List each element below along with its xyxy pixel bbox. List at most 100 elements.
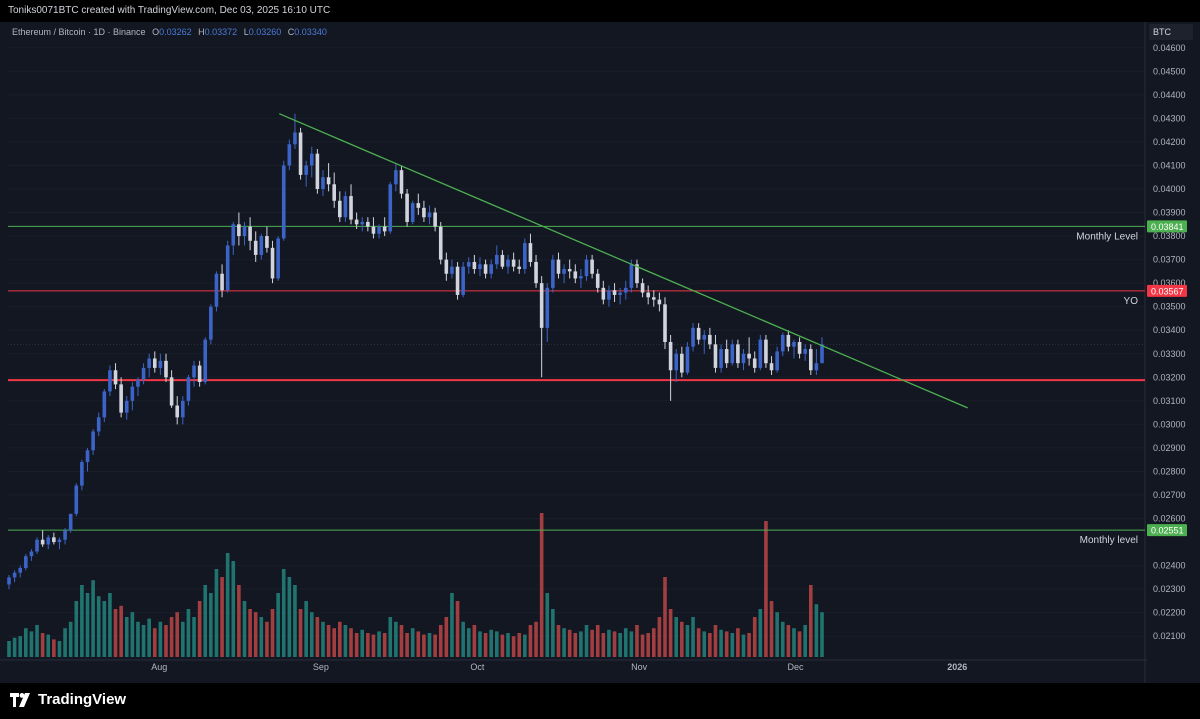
volume-bar: [338, 621, 342, 657]
volume-bar: [214, 569, 219, 657]
candle-body: [164, 360, 168, 378]
candle-body: [96, 417, 101, 432]
candle-body: [466, 261, 471, 267]
volume-bar: [315, 617, 320, 657]
candle-body: [461, 266, 465, 295]
candle-body: [511, 259, 516, 267]
volume-bar: [24, 628, 28, 657]
volume-bar: [573, 633, 578, 657]
volume-bar: [724, 631, 729, 657]
candle-body: [444, 259, 449, 274]
volume-bar: [764, 521, 768, 657]
candle-body: [730, 344, 735, 364]
price-axis: [1147, 22, 1200, 683]
candle-body: [478, 264, 482, 270]
y-tick-label: 0.02400: [1153, 561, 1186, 571]
candle-body: [769, 363, 774, 371]
y-tick-label: 0.04400: [1153, 90, 1186, 100]
trendline: [278, 113, 968, 409]
volume-bar: [298, 609, 303, 657]
volume-bar: [388, 617, 393, 657]
candle-body: [309, 153, 314, 166]
volume-bar: [46, 634, 51, 657]
candle-body: [820, 344, 824, 364]
volume-bar: [455, 601, 460, 657]
candle-body: [702, 334, 707, 340]
volume-bar: [141, 625, 146, 657]
candle-body: [326, 177, 331, 185]
volume-bar: [321, 621, 325, 657]
candle-body: [225, 245, 230, 291]
volume-bar: [119, 605, 123, 657]
candle-body: [680, 353, 684, 373]
candle-body: [713, 344, 718, 368]
tradingview-brand[interactable]: TradingView: [10, 691, 126, 708]
volume-bar: [433, 634, 437, 657]
volume-bar: [708, 633, 712, 657]
candle-body: [601, 287, 606, 300]
volume-bar: [366, 633, 370, 657]
level-price-label: 0.03567: [1151, 286, 1184, 296]
volume-bar: [495, 631, 499, 657]
volume-bar: [466, 628, 471, 657]
candle-body: [85, 450, 90, 463]
volume-bar: [287, 577, 292, 657]
volume-bar: [663, 577, 667, 657]
volume-bar: [680, 621, 684, 657]
volume-bar: [635, 625, 639, 657]
candle-body: [506, 259, 510, 267]
volume-bar: [29, 631, 34, 657]
volume-bar: [68, 621, 73, 657]
volume-bar: [276, 593, 280, 657]
candle-body: [719, 349, 723, 368]
candle-body: [304, 165, 308, 175]
candle-body: [68, 513, 73, 531]
volume-bar: [225, 553, 230, 657]
candle-body: [7, 577, 11, 585]
candle-body: [438, 226, 443, 260]
volume-bar: [231, 561, 236, 657]
x-tick-label: Nov: [631, 662, 648, 672]
candle-body: [35, 539, 39, 552]
volume-bar: [265, 621, 269, 657]
candle-body: [371, 226, 376, 234]
plot-background: [0, 22, 1200, 683]
y-tick-label: 0.02100: [1153, 631, 1186, 641]
y-tick-label: 0.02700: [1153, 490, 1186, 500]
volume-bar: [713, 625, 718, 657]
candle-body: [422, 207, 426, 218]
volume-bar: [96, 596, 101, 657]
volume-bar: [651, 628, 656, 657]
y-tick-label: 0.02600: [1153, 514, 1186, 524]
candle-body: [12, 572, 17, 578]
volume-bar: [775, 612, 779, 657]
candle-body: [747, 353, 751, 359]
y-tick-label: 0.03300: [1153, 349, 1186, 359]
volume-bar: [646, 633, 650, 657]
candle-body: [450, 266, 454, 274]
candle-body: [192, 365, 196, 378]
candle-body: [231, 224, 236, 246]
volume-bar: [556, 625, 561, 657]
volume-bar: [517, 633, 522, 657]
candle-body: [113, 370, 118, 385]
candle-body: [18, 567, 23, 573]
y-tick-label: 0.03700: [1153, 255, 1186, 265]
candle-body: [354, 219, 359, 225]
candle-body: [349, 196, 353, 220]
volume-bar: [152, 628, 157, 657]
volume-bar: [399, 625, 404, 657]
price-chart[interactable]: BTC 0.04600 0.04500 0.04400 0.04300 0.04200 0.…: [0, 0, 1200, 683]
candle-body: [259, 236, 264, 255]
volume-bar: [483, 633, 488, 657]
volume-bar: [528, 625, 533, 657]
candle-body: [394, 170, 398, 185]
candle-body: [399, 170, 404, 194]
volume-bar: [523, 634, 527, 657]
volume-bar: [12, 637, 17, 657]
volume-bar: [758, 609, 763, 657]
candle-body: [607, 290, 611, 300]
candle-body: [209, 306, 213, 340]
volume-bar: [438, 625, 443, 657]
